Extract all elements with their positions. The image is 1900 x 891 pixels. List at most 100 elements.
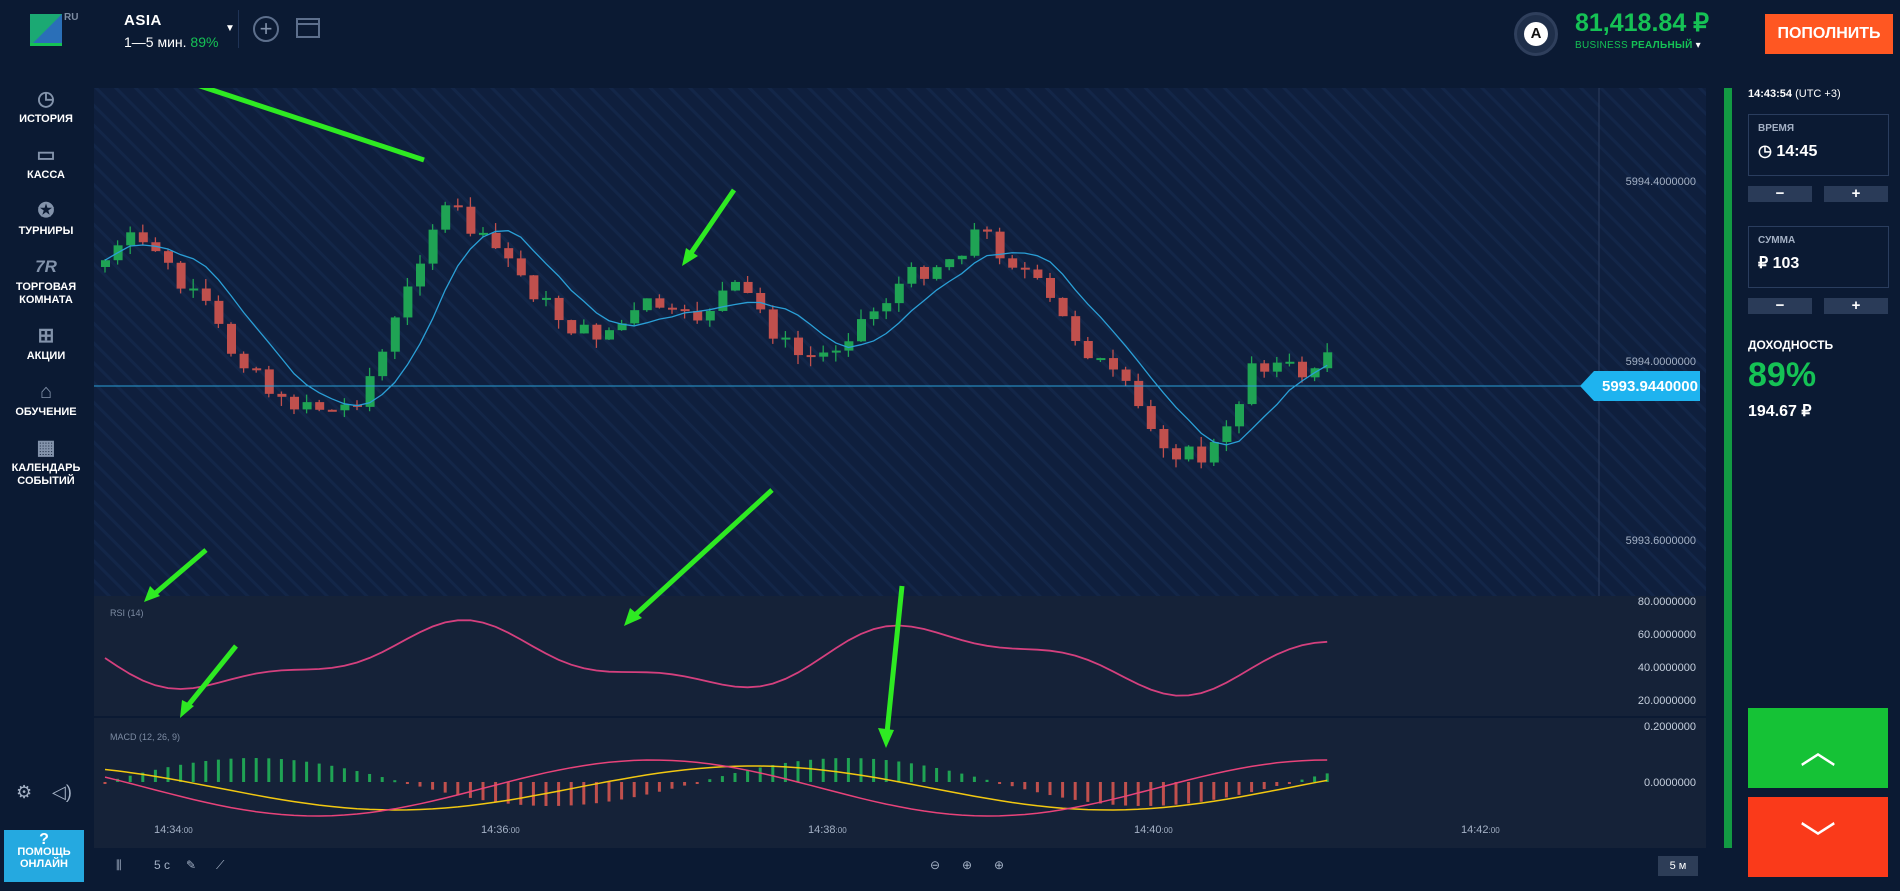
time-field[interactable]: ВРЕМЯ ◷ 14:45	[1748, 114, 1889, 176]
sidebar-item-cashier[interactable]: ▭ КАССА	[0, 144, 92, 182]
chart-area[interactable]: 5993.9440000 5994.4000000 5994.0000000 5…	[64, 40, 1706, 848]
macd-bar	[846, 758, 850, 782]
amount-field[interactable]: СУММА ₽ 103	[1748, 226, 1889, 288]
asset-selector[interactable]: ASIA 1—5 мин. 89%	[124, 12, 218, 50]
drawing-tools-icon[interactable]: ⟋	[216, 858, 225, 872]
put-down-button[interactable]: ﹀	[1748, 797, 1888, 877]
logo[interactable]	[30, 14, 62, 46]
interval-selector[interactable]: 5 с	[154, 858, 171, 872]
timeframe-button[interactable]: 5 м	[1658, 856, 1698, 876]
macd-bar	[1098, 782, 1102, 804]
candle	[428, 229, 438, 264]
macd-bar	[380, 777, 384, 782]
macd-bar	[179, 764, 183, 782]
trend-strip	[1724, 88, 1732, 848]
zoom-in-icon[interactable]: ⊕	[994, 858, 1005, 872]
macd-label: MACD (12, 26, 9)	[110, 732, 180, 742]
candle	[1033, 269, 1043, 278]
sidebar-item-tournaments[interactable]: ✪ ТУРНИРЫ	[0, 200, 92, 238]
candle	[1146, 406, 1156, 429]
candle	[680, 309, 690, 312]
macd-bar	[1035, 782, 1039, 793]
macd-pane-bg	[94, 718, 1706, 848]
time-increase-button[interactable]: +	[1824, 186, 1888, 202]
sidebar-item-label: АКЦИИ	[26, 350, 66, 362]
candle	[630, 310, 640, 324]
macd-bar	[884, 760, 888, 782]
ruler-icon[interactable]: ✎	[186, 858, 197, 872]
macd-bar	[872, 758, 876, 782]
candle	[642, 298, 652, 311]
help-label: ПОМОЩЬ ОНЛАЙН	[17, 846, 71, 870]
time-stepper: − +	[1748, 186, 1892, 204]
sidebar-item-education[interactable]: ⌂ ОБУЧЕНИЕ	[0, 381, 92, 419]
candle	[201, 288, 211, 301]
sidebar-item-label: КАССА	[27, 169, 65, 181]
sidebar-item-calendar[interactable]: ▦ КАЛЕНДАРЬ СОБЫТИЙ	[0, 437, 92, 488]
time-label: ВРЕМЯ	[1758, 123, 1795, 134]
time-axis-label: 14:36:00	[481, 824, 520, 836]
price-chart[interactable]: 5993.9440000 5994.4000000 5994.0000000 5…	[64, 40, 1706, 848]
candle	[340, 404, 350, 411]
sidebar-item-label: ТУРНИРЫ	[18, 225, 74, 237]
macd-bar	[1174, 782, 1178, 805]
sidebar-item-promotions[interactable]: ⊞ АКЦИИ	[0, 325, 92, 363]
macd-bar	[506, 782, 510, 804]
macd-bar	[758, 767, 762, 782]
help-online-button[interactable]: ? ПОМОЩЬ ОНЛАЙН	[4, 830, 84, 882]
amount-decrease-button[interactable]: −	[1748, 298, 1812, 314]
candle	[1071, 316, 1081, 341]
candle	[869, 311, 879, 320]
candle	[756, 292, 766, 310]
candle	[945, 259, 955, 268]
candle	[995, 231, 1005, 259]
macd-bar	[368, 773, 372, 782]
macd-bar	[746, 770, 750, 782]
macd-bar	[897, 761, 901, 782]
amount-increase-button[interactable]: +	[1824, 298, 1888, 314]
candle	[579, 324, 589, 334]
sidebar-item-trading-room[interactable]: 7R ТОРГОВАЯ КОМНАТА	[0, 256, 92, 307]
language-label[interactable]: RU	[64, 12, 79, 23]
macd-bar	[1048, 782, 1052, 796]
amount-value: ₽ 103	[1758, 255, 1800, 272]
center-chart-icon[interactable]: ⊕	[962, 858, 973, 872]
rsi-axis-label: 60.0000000	[1638, 629, 1696, 641]
zoom-out-icon[interactable]: ⊖	[930, 858, 941, 872]
candle	[605, 330, 614, 340]
macd-bar	[998, 782, 1002, 784]
main-pane-bg	[94, 88, 1706, 596]
account-type: BUSINESS РЕАЛЬНЫЙ ▾	[1575, 40, 1709, 51]
clapper-icon[interactable]	[296, 18, 320, 38]
macd-bar	[267, 758, 271, 782]
chevron-down-icon[interactable]: ▼	[225, 23, 235, 34]
account-balance[interactable]: 81,418.84 ₽ BUSINESS РЕАЛЬНЫЙ ▾	[1575, 8, 1709, 51]
macd-bar	[1187, 782, 1191, 804]
time-axis: 14:34:00 14:36:00 14:38:00 14:40:00 14:4…	[154, 824, 1500, 836]
macd-bar	[355, 771, 359, 782]
deposit-button[interactable]: ПОПОЛНИТЬ	[1765, 14, 1893, 54]
call-up-button[interactable]: ︿	[1748, 708, 1888, 788]
asset-name: ASIA	[124, 12, 162, 29]
candle	[1008, 258, 1018, 268]
candle	[794, 337, 803, 356]
asset-info: 1—5 мин. 89%	[124, 34, 218, 50]
macd-bar	[1275, 782, 1279, 786]
sidebar-item-history[interactable]: ◷ ИСТОРИЯ	[0, 88, 92, 126]
avatar[interactable]: A	[1514, 12, 1558, 56]
macd-bar	[607, 782, 611, 802]
sound-icon[interactable]: ◁)	[52, 782, 72, 802]
add-asset-button[interactable]: +	[253, 16, 279, 42]
current-price-label: 5993.9440000	[1602, 378, 1698, 395]
macd-bar	[456, 782, 460, 796]
candle	[1058, 297, 1068, 317]
candle	[302, 402, 312, 410]
top-bar: RU ASIA 1—5 мин. 89% ▼ + A 81,418.84 ₽ B…	[0, 0, 1900, 72]
time-decrease-button[interactable]: −	[1748, 186, 1812, 202]
candle-type-icon[interactable]: ⫼	[116, 858, 122, 872]
candle	[1209, 441, 1219, 463]
candle	[1159, 428, 1169, 449]
candle	[907, 266, 917, 284]
gear-icon[interactable]: ⚙	[16, 782, 33, 802]
candle	[1096, 358, 1106, 361]
